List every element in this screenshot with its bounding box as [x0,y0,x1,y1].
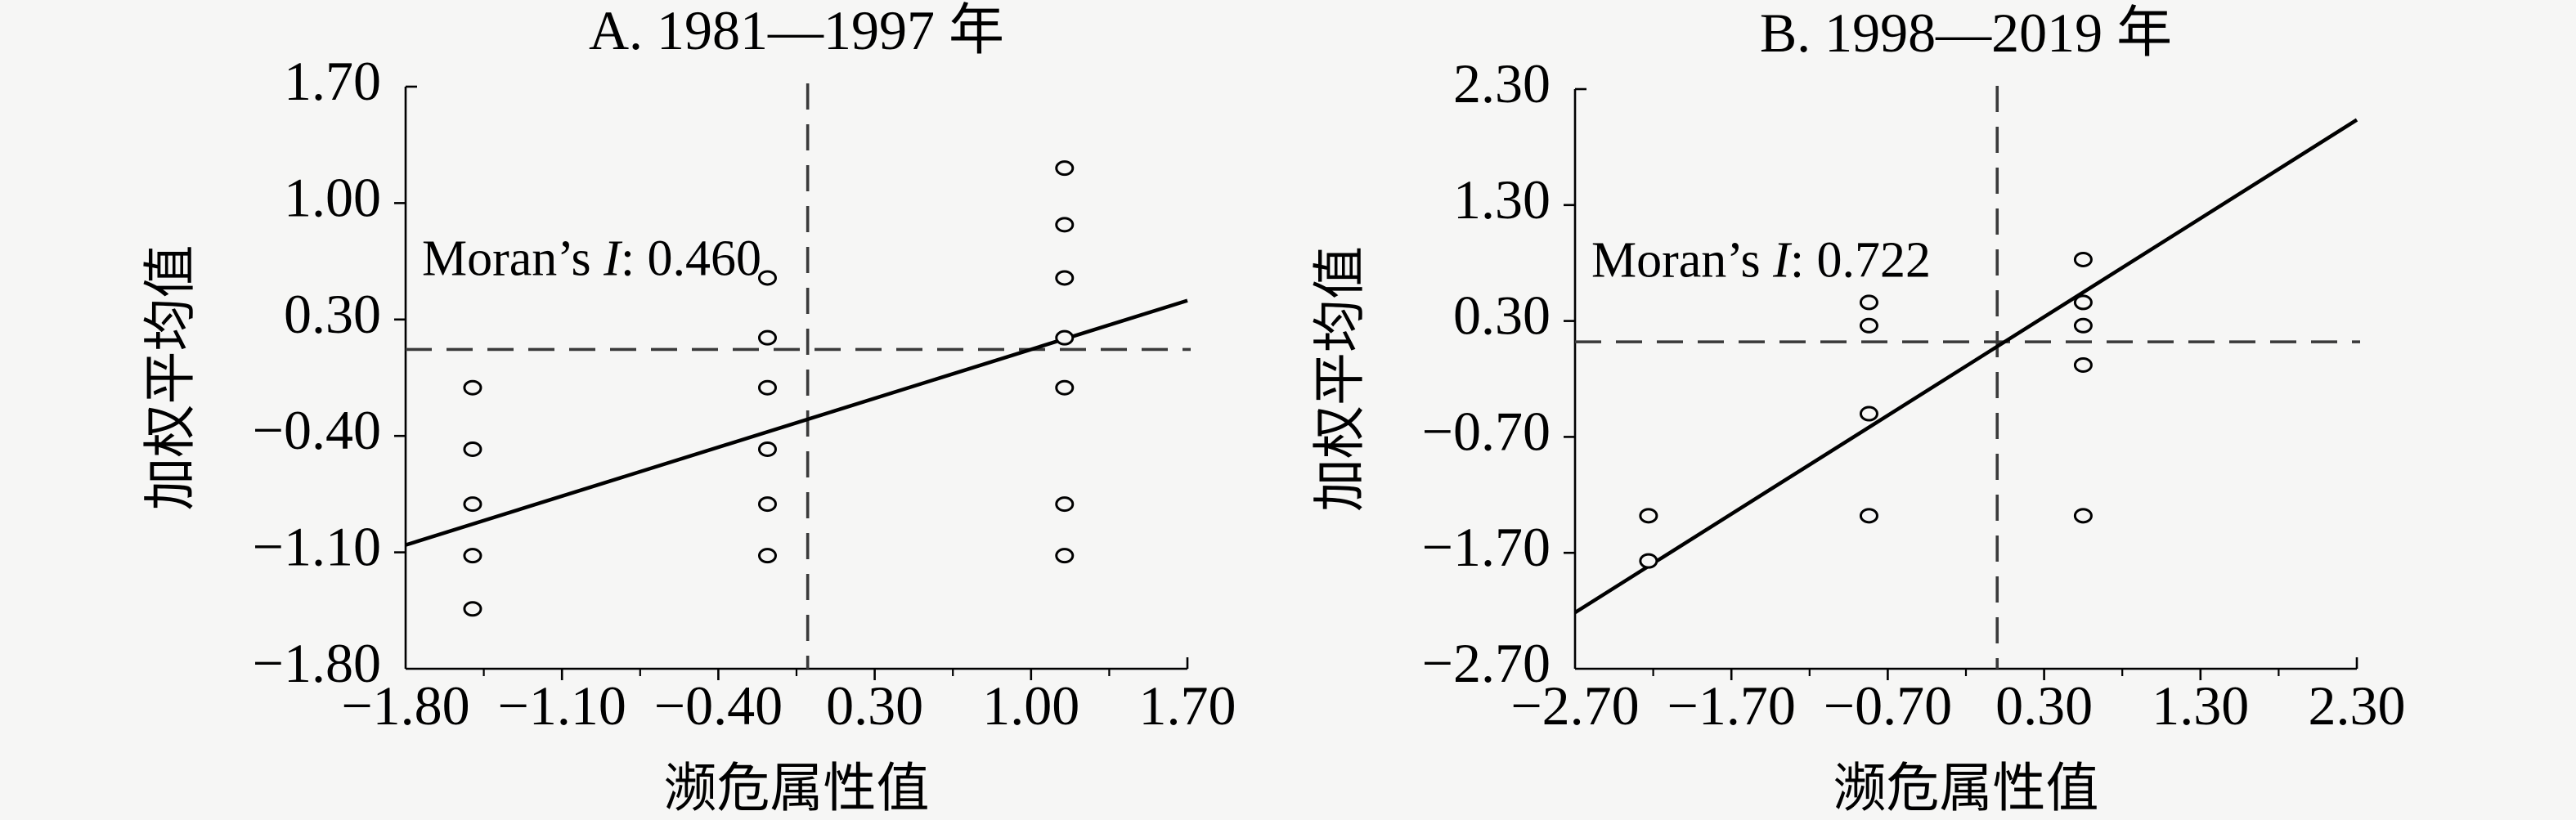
svg-text:0.30: 0.30 [1995,674,2093,737]
svg-text:−1.10: −1.10 [498,674,626,737]
svg-text:1.70: 1.70 [1139,674,1236,737]
svg-text:A. 1981—1997 年: A. 1981—1997 年 [589,0,1004,61]
svg-text:−0.40: −0.40 [253,399,381,461]
svg-text:1.00: 1.00 [982,674,1079,737]
svg-text:−1.10: −1.10 [253,516,381,578]
svg-text:加权平均值: 加权平均值 [1311,246,1370,512]
svg-text:−1.70: −1.70 [1422,516,1551,578]
svg-text:0.30: 0.30 [1453,285,1551,347]
svg-text:Moran’s I: 0.722: Moran’s I: 0.722 [1591,233,1931,289]
svg-text:−0.70: −0.70 [1422,400,1551,462]
svg-text:濒危属性值: 濒危属性值 [1833,760,2098,818]
svg-text:2.30: 2.30 [2309,674,2406,737]
svg-text:1.30: 1.30 [1453,168,1551,231]
svg-text:−1.80: −1.80 [341,674,469,737]
svg-text:−0.70: −0.70 [1824,674,1952,737]
svg-text:B. 1998—2019 年: B. 1998—2019 年 [1760,2,2172,64]
svg-text:1.30: 1.30 [2152,674,2249,737]
svg-text:−1.70: −1.70 [1667,674,1796,737]
svg-text:Moran’s I: 0.460: Moran’s I: 0.460 [422,231,761,287]
svg-text:−2.70: −2.70 [1510,674,1639,737]
svg-text:1.70: 1.70 [284,50,381,112]
svg-text:2.30: 2.30 [1453,52,1551,114]
svg-text:濒危属性值: 濒危属性值 [663,760,929,818]
svg-text:0.30: 0.30 [826,674,923,737]
svg-text:加权平均值: 加权平均值 [141,244,200,510]
svg-text:1.00: 1.00 [284,166,381,228]
svg-text:−0.40: −0.40 [654,674,783,737]
svg-text:0.30: 0.30 [284,283,381,345]
